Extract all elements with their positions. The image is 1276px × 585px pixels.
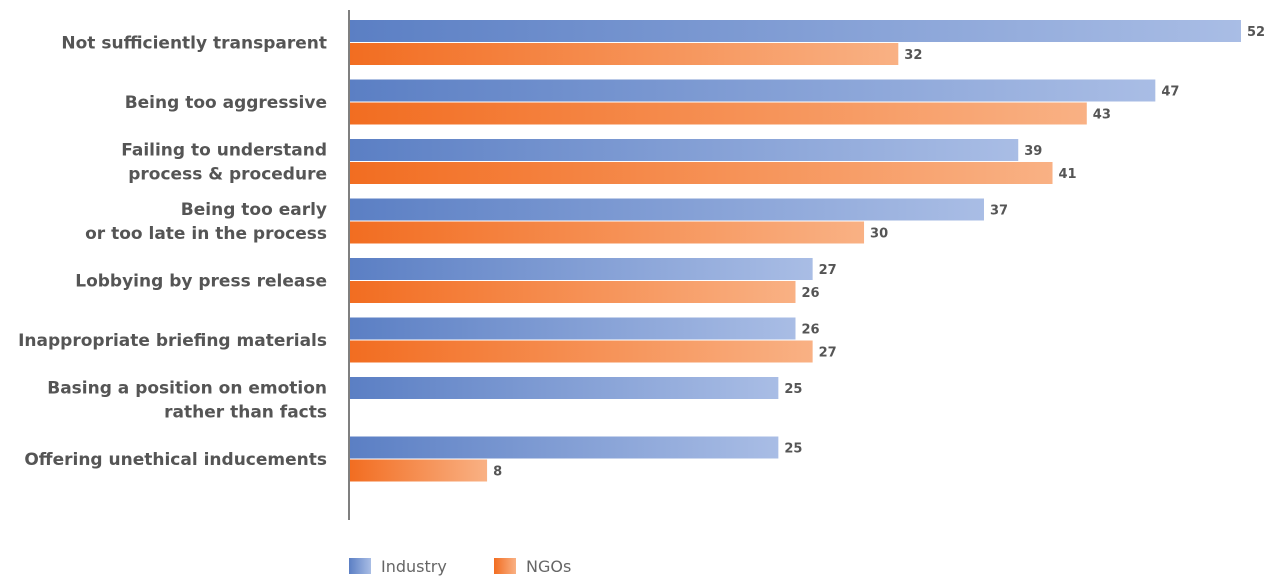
- category-label-6: Basing a position on emotion rather than …: [47, 379, 327, 423]
- legend-swatch-ngos: [494, 558, 516, 574]
- value-label-industry-2: 39: [1024, 144, 1042, 159]
- value-label-ngos-2: 41: [1059, 167, 1077, 182]
- bar-ngos-3: [350, 221, 865, 244]
- bar-industry-7: [350, 436, 779, 459]
- bar-ngos-0: [350, 43, 899, 65]
- bar-industry-1: [350, 79, 1156, 102]
- value-label-ngos-0: 32: [904, 48, 922, 63]
- bar-industry-0: [350, 20, 1241, 42]
- category-label-1: Being too aggressive: [125, 93, 327, 113]
- value-label-industry-6: 25: [784, 382, 802, 397]
- legend-label-ngos: NGOs: [526, 557, 571, 576]
- bar-industry-3: [350, 198, 984, 221]
- legend-swatch-industry: [349, 558, 371, 574]
- value-label-ngos-1: 43: [1093, 108, 1111, 123]
- value-label-industry-4: 27: [819, 263, 837, 278]
- category-label-4: Lobbying by press release: [75, 272, 327, 292]
- bar-ngos-4: [350, 281, 796, 303]
- bar-industry-5: [350, 317, 796, 340]
- bar-ngos-2: [350, 162, 1053, 184]
- value-label-industry-5: 26: [802, 323, 820, 338]
- bar-ngos-7: [350, 459, 488, 482]
- category-label-2: Failing to understand process & procedure: [121, 141, 327, 185]
- value-label-ngos-7: 8: [493, 465, 502, 480]
- category-label-3: Being too early or too late in the proces…: [85, 200, 327, 244]
- value-label-industry-7: 25: [784, 442, 802, 457]
- bar-ngos-5: [350, 340, 813, 363]
- bar-industry-4: [350, 258, 813, 280]
- value-label-industry-3: 37: [990, 204, 1008, 219]
- bar-industry-2: [350, 139, 1019, 161]
- category-label-7: Offering unethical inducements: [24, 450, 327, 470]
- legend-label-industry: Industry: [381, 557, 447, 576]
- value-label-industry-1: 47: [1161, 85, 1179, 100]
- value-label-ngos-4: 26: [802, 286, 820, 301]
- bar-ngos-1: [350, 102, 1087, 125]
- value-label-industry-0: 52: [1247, 25, 1265, 40]
- value-label-ngos-5: 27: [819, 346, 837, 361]
- value-label-ngos-3: 30: [870, 227, 888, 242]
- bar-industry-6: [350, 377, 779, 399]
- category-label-0: Not sufficiently transparent: [61, 34, 327, 54]
- category-label-5: Inappropriate briefing materials: [18, 331, 327, 351]
